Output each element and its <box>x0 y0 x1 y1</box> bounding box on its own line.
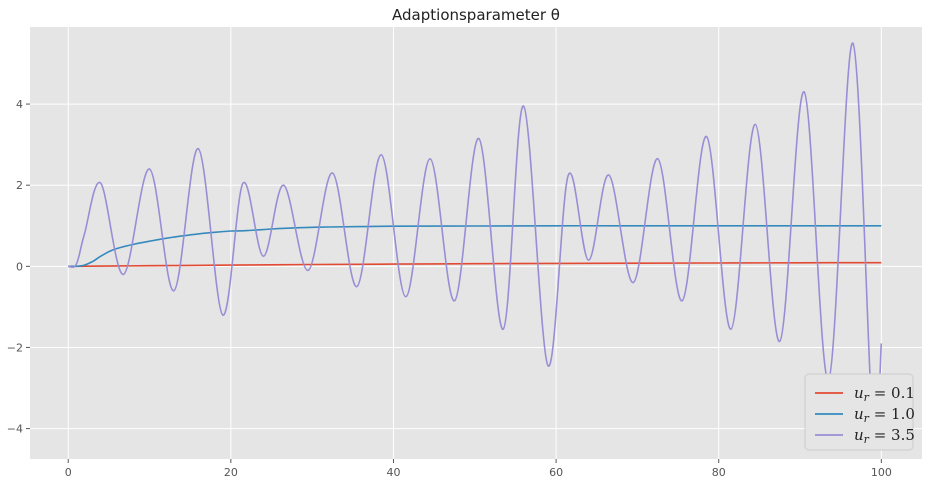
series-line-1 <box>68 261 882 268</box>
series-line-3 <box>68 42 883 449</box>
y-tick-label: 2 <box>16 179 23 192</box>
y-tick-label: −4 <box>7 423 23 436</box>
legend-label-3: ur = 3.5 <box>854 426 915 446</box>
legend-label-2: ur = 1.0 <box>854 405 915 425</box>
chart-title: Adaptionsparameter θ <box>392 6 560 24</box>
legend: ur = 0.1ur = 1.0ur = 3.5 <box>804 373 915 451</box>
y-tick-label: 0 <box>16 260 23 273</box>
legend-label-1: ur = 0.1 <box>854 384 915 404</box>
grid <box>30 27 922 459</box>
y-tick-label: −2 <box>7 341 23 354</box>
x-tick-label: 100 <box>871 466 892 479</box>
series-line-2 <box>68 224 882 268</box>
y-axis-ticks: −4 −2 0 2 4 <box>7 98 30 436</box>
x-tick-label: 20 <box>224 466 238 479</box>
x-tick-label: 0 <box>65 466 72 479</box>
x-tick-label: 60 <box>549 466 563 479</box>
x-axis-ticks: 0 20 40 60 80 100 <box>65 459 892 479</box>
y-tick-label: 4 <box>16 98 23 111</box>
x-tick-label: 80 <box>712 466 726 479</box>
plot-area <box>30 27 922 459</box>
series-lines <box>68 42 883 449</box>
x-tick-label: 40 <box>386 466 400 479</box>
